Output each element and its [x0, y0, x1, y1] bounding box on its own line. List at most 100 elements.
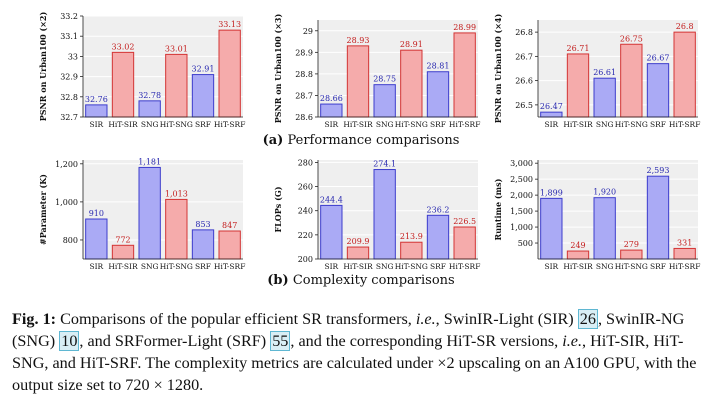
data-label: 1,920	[593, 188, 616, 197]
subcaption-a-label: (a)	[262, 133, 284, 148]
data-label: 28.99	[453, 23, 476, 32]
bar-hit-sng	[400, 241, 423, 260]
x-tick-label: SNG	[141, 262, 159, 271]
y-tick-label: 28.8	[295, 70, 313, 79]
y-tick-label: 28.9	[295, 48, 313, 57]
data-label: 26.71	[567, 44, 590, 53]
bar-srf	[426, 214, 450, 260]
data-label: 274.1	[373, 160, 396, 169]
data-label: 26.67	[647, 54, 670, 63]
y-tick-label: 500	[518, 239, 533, 248]
bar-hit-srf	[453, 32, 476, 118]
x-tick-label: SRF	[650, 120, 666, 129]
caption-ie-1: i.e.	[415, 310, 436, 328]
figure-caption: Fig. 1: Comparisons of the popular effic…	[12, 308, 712, 396]
data-label: 28.93	[347, 36, 370, 45]
y-tick-label: 220	[298, 231, 313, 240]
subcaption-b-label: (b)	[267, 273, 289, 288]
data-label: 331	[677, 238, 692, 247]
bar-sng	[373, 169, 396, 260]
x-tick-label: HiT-SRF	[669, 120, 701, 129]
bar-hit-sng	[165, 198, 188, 260]
x-tick-label: HiT-SNG	[160, 262, 193, 271]
caption-text-1: Comparisons of the popular efficient SR …	[60, 310, 412, 328]
caption-text-6: , HiT-SIR, HiT-SNG, and HiT-SRF. The com…	[12, 332, 697, 394]
bar-sng	[593, 197, 616, 260]
bar-sir	[85, 218, 108, 260]
citation-link-3[interactable]: 55	[270, 331, 291, 351]
bar-sng	[373, 84, 396, 118]
plot-area	[83, 16, 243, 117]
subcaption-a-text: Performance comparisons	[287, 133, 460, 148]
subcaption-b-text: Complexity comparisons	[292, 273, 455, 288]
x-tick-label: SIR	[324, 120, 338, 129]
data-label: 772	[115, 235, 130, 244]
data-label: 33.02	[112, 42, 135, 51]
data-label: 26.47	[540, 102, 563, 111]
bar-hit-sng	[400, 49, 423, 118]
plot-area	[318, 160, 478, 259]
y-axis-label: PSNR on Urban100 (×4)	[493, 13, 503, 123]
data-label: 847	[222, 221, 237, 230]
data-label: 26.61	[593, 68, 616, 77]
y-tick-label: 1,000	[55, 198, 78, 207]
y-tick-label: 33.2	[60, 12, 78, 21]
data-label: 236.2	[427, 205, 450, 214]
x-tick-label: SRF	[195, 120, 211, 129]
bar-hit-sng	[620, 43, 643, 118]
y-tick-label: 1,000	[510, 223, 533, 232]
data-label: 1,181	[138, 157, 161, 166]
subcaption-complexity: (b) Complexity comparisons	[0, 273, 722, 288]
x-tick-label: SNG	[596, 262, 614, 271]
data-label: 910	[89, 209, 104, 218]
bar-chart-3: 26.5 26.6 26.7 26.8 PSNR on Urban100 (×4) 26.…	[493, 13, 700, 129]
bar-hit-sir	[566, 53, 590, 118]
bar-sng	[593, 77, 616, 118]
data-label: 33.01	[165, 44, 188, 53]
x-tick-label: HiT-SRF	[449, 120, 481, 129]
x-tick-label: SIR	[324, 262, 338, 271]
y-axis-label: PSNR on Urban100 (×2)	[38, 11, 48, 121]
bar-sng	[138, 100, 161, 118]
bar-srf	[646, 175, 670, 260]
y-tick-label: 29	[303, 27, 313, 36]
bar-hit-srf	[218, 230, 241, 260]
y-tick-label: 33	[68, 52, 78, 61]
y-tick-label: 280	[298, 158, 313, 167]
citation-link-1[interactable]: 26	[577, 309, 598, 329]
x-tick-label: SNG	[376, 262, 394, 271]
y-tick-label: 32.7	[60, 113, 78, 122]
bar-sir	[320, 103, 343, 118]
plot-area	[538, 20, 698, 117]
bar-hit-srf	[218, 29, 241, 118]
data-label: 244.4	[320, 195, 343, 204]
bar-chart-1: 32.7 32.8 32.9 33 33.1 33.2 PSNR on Urban100 (…	[38, 11, 245, 129]
data-label: 28.91	[400, 40, 423, 49]
y-tick-label: 32.8	[60, 93, 78, 102]
data-label: 32.91	[192, 65, 215, 74]
caption-text-5: , and the corresponding HiT-SR versions,	[290, 332, 559, 350]
bar-chart-2: 28.6 28.7 28.8 28.9 29 PSNR on Urban100 (×3) 2…	[273, 13, 480, 129]
y-tick-label: 26.6	[515, 77, 533, 86]
plot-area	[538, 160, 698, 259]
data-label: 279	[624, 240, 639, 249]
bar-hit-sir	[346, 45, 370, 118]
bar-hit-sir	[566, 250, 590, 260]
x-tick-label: HiT-SNG	[615, 120, 648, 129]
x-tick-label: SIR	[544, 262, 558, 271]
data-label: 213.9	[400, 232, 423, 241]
y-tick-label: 28.7	[295, 91, 313, 100]
y-tick-label: 800	[63, 236, 78, 245]
x-tick-label: SRF	[430, 262, 446, 271]
citation-link-2[interactable]: 10	[59, 331, 80, 351]
bar-chart-6: 500 1,000 1,500 2,000 2,500 3,000 Runtime (ms)…	[493, 159, 700, 271]
x-tick-label: HiT-SIR	[563, 120, 593, 129]
y-tick-label: 200	[298, 255, 313, 264]
x-tick-label: HiT-SIR	[343, 262, 373, 271]
x-tick-label: SNG	[376, 120, 394, 129]
bar-sir	[540, 197, 563, 260]
x-tick-label: HiT-SIR	[563, 262, 593, 271]
x-tick-label: HiT-SNG	[395, 262, 428, 271]
y-axis-label: Runtime (ms)	[493, 178, 503, 240]
